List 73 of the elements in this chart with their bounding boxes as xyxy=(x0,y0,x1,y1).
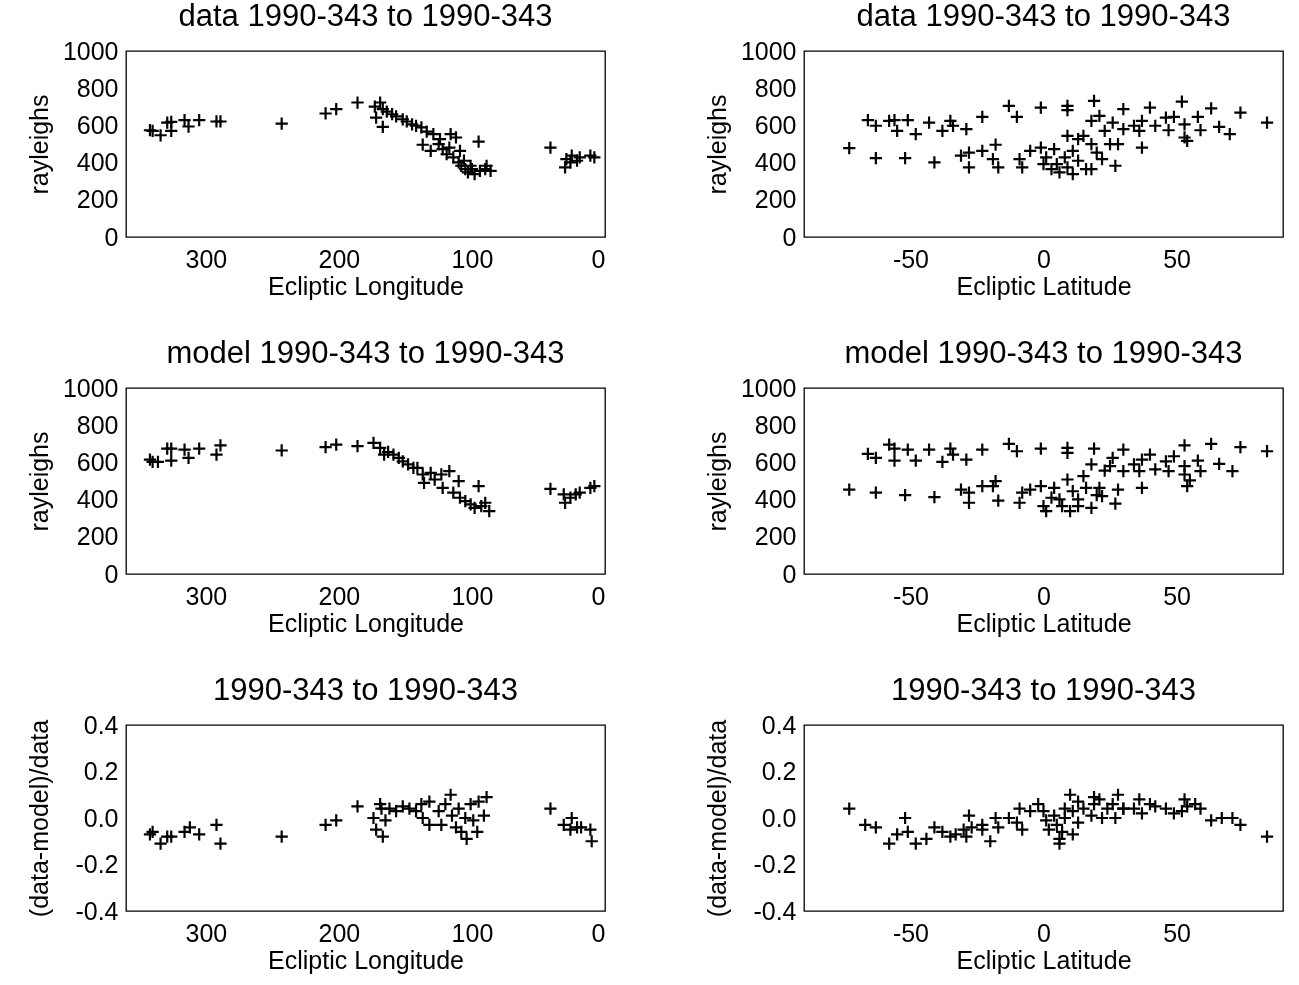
y-tick-label: 600 xyxy=(754,447,797,476)
x-axis-title: Ecliptic Longitude xyxy=(268,945,464,974)
y-tick-label: -0.4 xyxy=(75,896,119,925)
x-tick-label: -50 xyxy=(892,918,930,947)
x-tick-label: 100 xyxy=(451,244,494,273)
y-tick-label: 0 xyxy=(782,222,797,251)
y-tick-label: 600 xyxy=(76,447,119,476)
y-tick-label: 800 xyxy=(754,73,797,102)
y-tick-label: 0.4 xyxy=(761,710,797,739)
x-tick-label: 200 xyxy=(318,581,361,610)
y-tick-label: 0.4 xyxy=(83,710,119,739)
y-tick-label: 400 xyxy=(76,485,119,514)
chart-title: model 1990-343 to 1990-343 xyxy=(166,335,565,370)
y-axis-title: rayleighs xyxy=(24,431,53,532)
x-tick-label: 0 xyxy=(591,918,606,947)
y-tick-label: 400 xyxy=(754,485,797,514)
y-tick-label: 0 xyxy=(104,222,119,251)
y-tick-label: 0.2 xyxy=(83,757,119,785)
y-tick-label: 200 xyxy=(76,185,119,214)
x-tick-label: 50 xyxy=(1163,581,1191,610)
y-tick-label: 1000 xyxy=(62,36,119,65)
y-axis-title: (data-model)/data xyxy=(24,719,53,918)
x-tick-label: 0 xyxy=(1037,918,1051,947)
chart-title: data 1990-343 to 1990-343 xyxy=(856,0,1231,33)
y-tick-label: 0 xyxy=(782,559,797,588)
x-tick-label: 50 xyxy=(1163,918,1191,947)
x-tick-label: 200 xyxy=(318,244,361,273)
x-axis-title: Ecliptic Longitude xyxy=(268,608,464,637)
y-axis-title: rayleighs xyxy=(702,94,731,195)
y-tick-label: 800 xyxy=(76,73,119,102)
x-axis-title: Ecliptic Latitude xyxy=(956,945,1132,974)
x-tick-label: 200 xyxy=(318,918,361,947)
x-tick-label: 300 xyxy=(185,918,228,947)
y-tick-label: 0 xyxy=(104,559,119,588)
y-tick-label: 1000 xyxy=(740,36,797,65)
y-tick-label: 1000 xyxy=(62,373,119,402)
x-tick-label: 0 xyxy=(1037,244,1051,273)
chart-title: data 1990-343 to 1990-343 xyxy=(178,0,553,33)
x-tick-label: 300 xyxy=(185,244,228,273)
y-tick-label: 600 xyxy=(76,110,119,139)
y-axis-title: (data-model)/data xyxy=(702,719,731,918)
y-tick-label: 0.2 xyxy=(761,757,797,785)
x-tick-label: 0 xyxy=(1037,581,1051,610)
y-tick-label: 200 xyxy=(754,522,797,551)
x-axis-title: Ecliptic Latitude xyxy=(956,271,1132,300)
x-tick-label: 100 xyxy=(451,581,494,610)
y-axis-title: rayleighs xyxy=(24,94,53,195)
x-tick-label: 50 xyxy=(1163,244,1191,273)
chart-title: 1990-343 to 1990-343 xyxy=(212,672,519,707)
y-tick-label: 1000 xyxy=(740,373,797,402)
chart-title: 1990-343 to 1990-343 xyxy=(890,672,1197,707)
y-tick-label: 400 xyxy=(754,148,797,177)
x-tick-label: 0 xyxy=(591,244,606,273)
y-tick-label: 0.0 xyxy=(83,803,119,832)
x-axis-title: Ecliptic Longitude xyxy=(268,271,464,300)
y-axis-title: rayleighs xyxy=(702,431,731,532)
y-tick-label: 800 xyxy=(754,410,797,439)
y-tick-label: -0.2 xyxy=(75,850,119,878)
y-tick-label: -0.4 xyxy=(753,896,797,925)
y-tick-label: 600 xyxy=(754,110,797,139)
y-tick-label: 400 xyxy=(76,148,119,177)
x-tick-label: 100 xyxy=(451,918,494,947)
x-tick-label: -50 xyxy=(892,244,930,273)
chart-title: model 1990-343 to 1990-343 xyxy=(844,335,1243,370)
y-tick-label: 800 xyxy=(76,410,119,439)
y-tick-label: 200 xyxy=(754,185,797,214)
y-tick-label: 0.0 xyxy=(761,803,797,832)
y-tick-label: 200 xyxy=(76,522,119,551)
x-axis-title: Ecliptic Latitude xyxy=(956,608,1132,637)
x-tick-label: 0 xyxy=(591,581,606,610)
x-tick-label: -50 xyxy=(892,581,930,610)
x-tick-label: 300 xyxy=(185,581,228,610)
y-tick-label: -0.2 xyxy=(753,850,797,878)
